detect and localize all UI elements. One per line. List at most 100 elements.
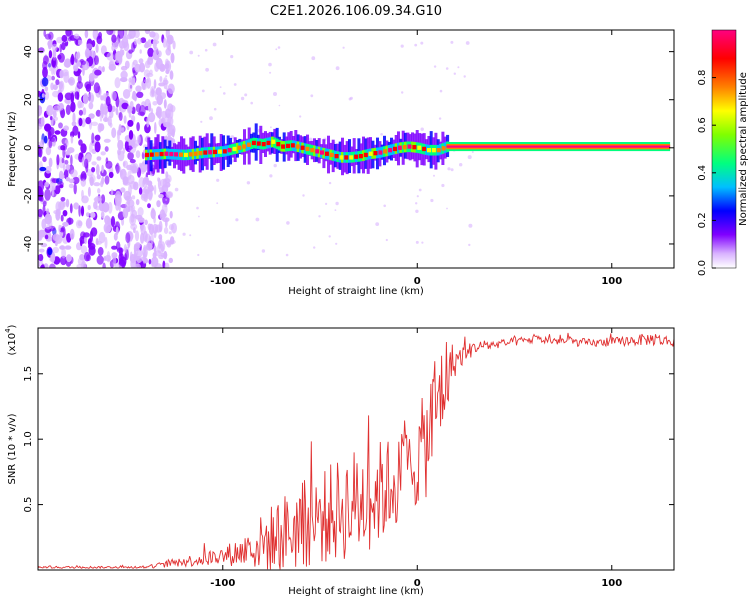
snr-x-tick-label: 0 xyxy=(414,578,421,589)
noise-blob xyxy=(45,224,52,230)
noise-speckle xyxy=(250,101,253,105)
ridge-core xyxy=(217,149,222,154)
noise-blob xyxy=(117,30,125,39)
noise-blob xyxy=(51,67,54,76)
noise-blob xyxy=(69,203,73,214)
noise-speckle xyxy=(328,181,332,185)
noise-blob xyxy=(93,82,100,94)
ridge-core xyxy=(402,145,407,150)
noise-blob xyxy=(68,76,75,86)
noise-blob xyxy=(57,103,65,111)
noise-blob xyxy=(146,242,153,251)
spectrogram-x-tick-label: -100 xyxy=(210,276,235,287)
noise-speckle xyxy=(189,234,192,237)
ridge-core xyxy=(358,154,363,159)
ridge-band xyxy=(429,144,433,156)
ridge-core xyxy=(393,146,397,152)
noise-speckle xyxy=(318,215,321,218)
noise-speckle xyxy=(415,209,419,213)
ridge-band xyxy=(250,138,253,149)
noise-blob xyxy=(44,91,50,100)
noise-speckle xyxy=(219,86,222,88)
noise-speckle xyxy=(196,206,199,210)
noise-blob xyxy=(55,79,60,86)
snr-x-tick-label: -100 xyxy=(210,578,235,589)
noise-blob xyxy=(42,204,46,216)
noise-blob xyxy=(59,245,65,250)
ridge-core xyxy=(431,148,436,153)
noise-speckle xyxy=(441,183,445,188)
noise-blob xyxy=(73,183,77,195)
noise-blob xyxy=(46,208,50,215)
colorbar-tick-label: 0.4 xyxy=(697,165,708,181)
spectrogram-x-axis-label: Height of straight line (km) xyxy=(288,286,424,297)
noise-blob xyxy=(38,248,45,253)
noise-speckle xyxy=(209,116,213,121)
snr-scale-factor: (x104) xyxy=(4,324,18,355)
noise-blob xyxy=(56,36,64,44)
noise-blob xyxy=(62,210,68,217)
noise-speckle xyxy=(246,181,251,185)
noise-speckle xyxy=(383,204,387,208)
noise-blob xyxy=(84,48,91,59)
snr-x-ticks: -100 0 100 xyxy=(210,328,622,589)
noise-blob xyxy=(55,208,61,217)
noise-blob xyxy=(136,255,142,264)
noise-blob xyxy=(144,219,148,226)
noise-blob xyxy=(76,81,84,90)
noise-blob xyxy=(91,132,95,144)
noise-blob xyxy=(94,69,102,76)
ridge-core xyxy=(305,146,310,152)
noise-speckle xyxy=(334,209,337,212)
noise-blob xyxy=(137,207,144,217)
noise-blob xyxy=(88,102,94,110)
noise-blob xyxy=(111,44,116,52)
snr-marks xyxy=(38,332,674,570)
noise-blob xyxy=(164,262,170,268)
noise-blob xyxy=(127,119,134,127)
noise-blob xyxy=(117,139,124,151)
noise-speckle xyxy=(418,188,422,192)
ridge-core xyxy=(344,155,349,160)
noise-blob xyxy=(125,232,131,244)
noise-blob xyxy=(144,233,151,244)
noise-blob xyxy=(118,124,122,136)
ridge-band xyxy=(254,138,258,149)
noise-blob xyxy=(44,135,48,144)
noise-blob xyxy=(83,232,90,238)
noise-blob xyxy=(153,246,157,253)
spectrogram-y-tick-label: 0 xyxy=(23,145,34,151)
snr-y-tick-label: 1.5 xyxy=(23,366,34,382)
ridge-core xyxy=(368,151,373,156)
ridge-core xyxy=(188,152,193,157)
noise-blob xyxy=(168,224,174,231)
ridge-core xyxy=(203,150,208,155)
noise-speckle xyxy=(165,198,168,201)
noise-speckle xyxy=(302,194,305,197)
noise-blob xyxy=(84,30,89,39)
noise-speckle xyxy=(233,83,237,86)
noise-blob xyxy=(44,181,50,188)
noise-blob xyxy=(159,76,163,83)
noise-speckle xyxy=(223,92,226,95)
noise-blob xyxy=(137,111,145,116)
noise-blob xyxy=(129,101,134,109)
snr-plot-area xyxy=(38,328,674,570)
noise-speckle xyxy=(380,133,383,136)
noise-speckle xyxy=(342,46,345,49)
noise-blob xyxy=(108,63,117,71)
noise-blob xyxy=(152,101,158,106)
noise-speckle xyxy=(216,178,220,182)
snr-scale-suffix: ) xyxy=(7,324,18,328)
noise-blob xyxy=(64,92,73,101)
noise-blob xyxy=(38,105,43,117)
noise-blob xyxy=(136,37,142,45)
noise-speckle xyxy=(421,241,424,244)
noise-speckle xyxy=(465,41,470,45)
noise-blob xyxy=(154,89,158,101)
noise-blob xyxy=(104,146,109,152)
noise-blob xyxy=(155,57,163,70)
noise-blob xyxy=(152,32,160,41)
noise-blob xyxy=(150,108,154,115)
noise-speckle xyxy=(401,91,404,94)
